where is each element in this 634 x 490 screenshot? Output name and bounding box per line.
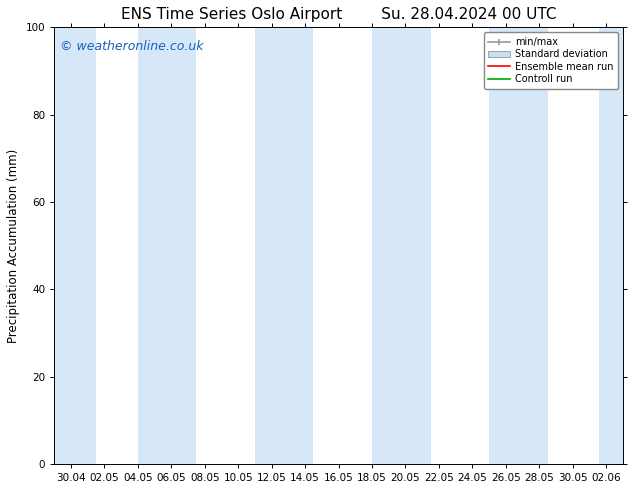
Legend: min/max, Standard deviation, Ensemble mean run, Controll run: min/max, Standard deviation, Ensemble me… — [484, 32, 618, 89]
Bar — [600, 27, 634, 464]
Bar — [372, 27, 430, 464]
Title: ENS Time Series Oslo Airport        Su. 28.04.2024 00 UTC: ENS Time Series Oslo Airport Su. 28.04.2… — [120, 7, 556, 22]
Bar — [54, 27, 96, 464]
Bar — [255, 27, 313, 464]
Bar — [138, 27, 197, 464]
Y-axis label: Precipitation Accumulation (mm): Precipitation Accumulation (mm) — [7, 148, 20, 343]
Bar — [489, 27, 548, 464]
Text: © weatheronline.co.uk: © weatheronline.co.uk — [60, 40, 204, 53]
